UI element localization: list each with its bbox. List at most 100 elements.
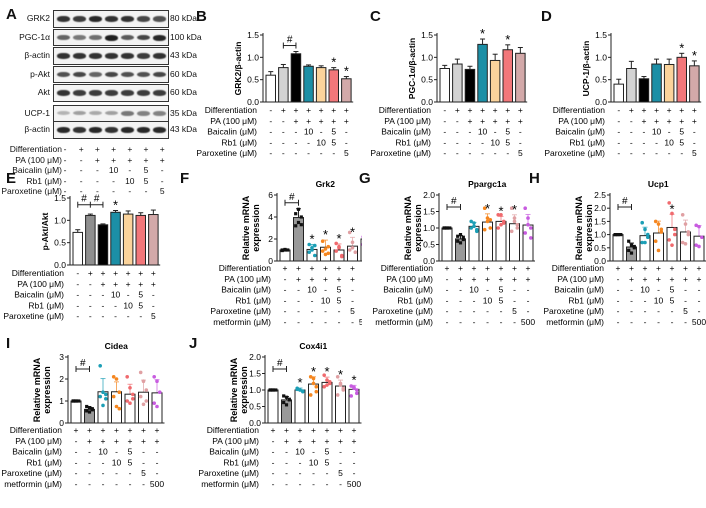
condition-label: Rb1 (μM): [221, 137, 257, 147]
y-tick-label: 1.5: [595, 30, 607, 40]
significance-star: *: [350, 224, 355, 239]
condition-value: 5: [679, 127, 684, 137]
y-tick-label: 1.0: [421, 52, 433, 62]
data-point: [90, 407, 94, 411]
blot-band: [73, 16, 86, 22]
condition-value: -: [456, 116, 459, 126]
condition-value: +: [155, 425, 160, 435]
data-point: [526, 222, 530, 227]
condition-value: -: [353, 457, 356, 467]
condition-value: +: [643, 263, 648, 273]
blot-band: [121, 34, 134, 41]
condition-value: +: [670, 274, 675, 284]
condition-label: PA (100 μM): [557, 274, 604, 284]
bar: [495, 220, 507, 262]
condition-value: +: [325, 425, 330, 435]
condition-value: -: [142, 479, 145, 489]
data-point: [85, 404, 89, 409]
bar: [124, 393, 136, 424]
condition-value: 5: [512, 306, 517, 316]
condition-value: -: [89, 279, 92, 289]
y-axis-label: Relative mRNA: [403, 195, 413, 260]
data-point: [683, 242, 688, 246]
condition-value: -: [272, 468, 275, 478]
panel-a: A GRK2 80 kDa PGC-1α 100 kDa β-actin 43 kDa p-…: [0, 0, 201, 196]
condition-value: -: [519, 127, 522, 137]
condition-value: -: [88, 447, 91, 457]
condition-value: +: [74, 425, 79, 435]
data-point: [128, 401, 132, 405]
bar: [281, 399, 292, 424]
panel-label: E: [6, 170, 17, 187]
condition-value: 5: [159, 186, 165, 196]
data-point: [117, 406, 122, 411]
condition-value: -: [272, 457, 275, 467]
data-point: [448, 226, 452, 230]
condition-value: +: [616, 263, 621, 273]
condition-value: -: [506, 148, 509, 158]
condition-value: +: [656, 263, 661, 273]
condition-value: -: [114, 311, 117, 321]
condition-value: +: [113, 268, 118, 278]
condition-label: metformin (μM): [546, 317, 604, 327]
chart-title: Ppargc1a: [468, 179, 507, 189]
blot-label: p-Akt: [30, 68, 50, 79]
blot-band: [89, 53, 102, 59]
data-point: [347, 230, 352, 235]
condition-value: -: [443, 137, 446, 147]
condition-value: +: [138, 268, 143, 278]
data-point: [314, 389, 319, 394]
data-point: [268, 388, 272, 392]
condition-value: +: [445, 263, 450, 273]
panel-label: I: [6, 335, 11, 352]
condition-value: -: [698, 306, 701, 316]
blot-band: [153, 34, 166, 41]
kda-label: 80 kDa: [170, 13, 197, 23]
blot-label: β-actin: [24, 124, 50, 134]
y-tick-label: 0.0: [247, 97, 259, 107]
data-point: [337, 244, 341, 249]
blot-band: [57, 71, 70, 78]
data-point: [349, 394, 353, 398]
condition-value: +: [128, 436, 133, 446]
data-point: [496, 226, 500, 230]
condition-value: +: [311, 436, 316, 446]
blot-band: [153, 53, 166, 59]
condition-value: +: [692, 105, 697, 115]
data-point: [274, 388, 278, 392]
condition-value: -: [326, 479, 329, 489]
bar: [110, 211, 121, 266]
data-point: [155, 379, 159, 383]
y-tick-label: 1.5: [423, 207, 435, 217]
data-point: [482, 227, 487, 232]
condition-value: +: [480, 116, 485, 126]
condition-value: +: [296, 274, 301, 284]
y-tick-label: 0.5: [249, 402, 261, 412]
data-point: [475, 227, 479, 232]
data-point: [349, 384, 353, 388]
significance-star: *: [331, 55, 336, 70]
condition-value: 5: [151, 311, 156, 321]
significance-star: *: [505, 32, 510, 47]
condition-value: 500: [150, 479, 164, 489]
panel-label: C: [370, 8, 381, 25]
data-point: [523, 231, 527, 235]
data-point: [512, 219, 517, 224]
condition-value: -: [644, 306, 647, 316]
data-point: [320, 249, 325, 253]
condition-label: Differentiation: [219, 263, 272, 273]
bar: [315, 67, 327, 103]
condition-value: -: [657, 306, 660, 316]
condition-value: -: [114, 300, 117, 310]
data-point: [325, 378, 329, 382]
blot-strip: [53, 10, 169, 28]
data-point: [352, 386, 356, 391]
condition-label: Differentiation: [10, 425, 63, 435]
data-point: [659, 230, 664, 234]
bar: [308, 383, 319, 424]
condition-value: 5: [138, 300, 143, 310]
panel-label: J: [189, 335, 198, 352]
condition-value: -: [284, 317, 287, 327]
